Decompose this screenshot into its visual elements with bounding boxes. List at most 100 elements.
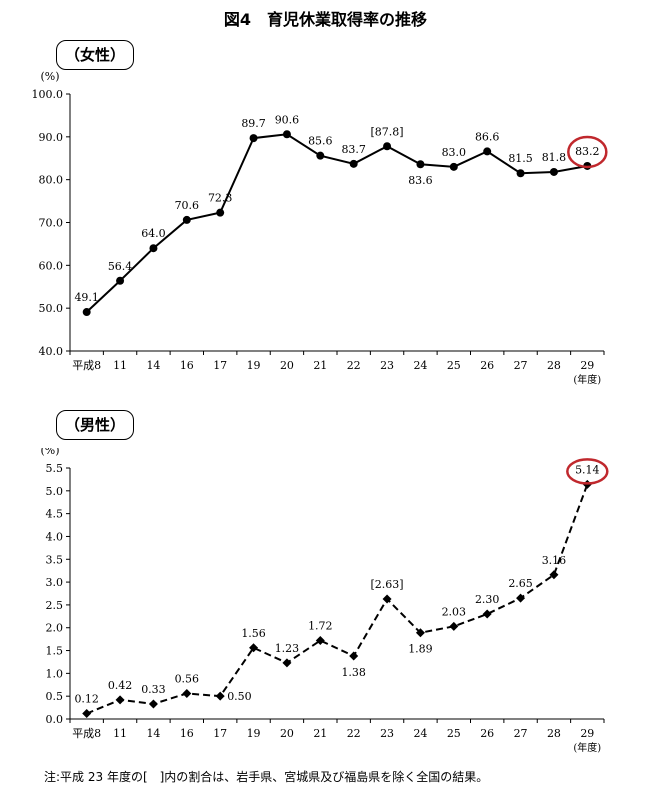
male-series-line	[86, 484, 589, 715]
female-data-point	[483, 147, 492, 156]
male-x-tick-label: 17	[213, 727, 227, 740]
male-data-point	[449, 621, 459, 631]
male-data-point	[482, 609, 492, 619]
male-data-point	[516, 593, 526, 603]
male-y-tick-label: 2.5	[46, 599, 64, 612]
female-data-point	[182, 215, 191, 224]
male-data-label: 2.03	[442, 605, 467, 618]
male-data-label: 1.89	[408, 643, 433, 656]
male-data-label: 1.56	[241, 627, 266, 640]
footnote: 注:平成 23 年度の[ ]内の割合は、岩手県、宮城県及び福島県を除く全国の結果…	[44, 770, 489, 784]
female-data-label: 72.3	[208, 192, 233, 205]
female-data-label: 86.6	[475, 130, 500, 143]
male-data-point	[415, 628, 425, 638]
male-x-tick-label: 27	[514, 727, 528, 740]
female-data-point	[416, 160, 425, 169]
male-data-label: 1.38	[341, 666, 366, 679]
female-data-label: 49.1	[74, 291, 99, 304]
female-data-label: 89.7	[241, 117, 266, 130]
female-data-label: 64.0	[141, 227, 166, 240]
female-unit-label: (%)	[40, 70, 59, 83]
female-x-tick-label: 平成8	[72, 359, 101, 372]
male-y-tick-label: 4.5	[46, 508, 64, 521]
female-y-tick-label: 90.0	[39, 131, 64, 144]
female-x-tick-label: 21	[313, 359, 327, 372]
female-data-label: 70.6	[175, 199, 200, 212]
female-x-tick-label: 17	[213, 359, 227, 372]
female-data-label: 90.6	[275, 113, 300, 126]
male-y-tick-label: 3.0	[46, 576, 64, 589]
male-y-tick-label: 0.0	[46, 713, 64, 726]
male-y-tick-label: 5.5	[46, 462, 64, 475]
female-data-point	[249, 134, 258, 143]
male-data-label: 0.12	[74, 693, 99, 706]
male-data-point	[282, 658, 292, 668]
male-y-tick-label: 3.5	[46, 553, 64, 566]
female-x-tick-label: 29	[580, 359, 594, 372]
male-x-tick-label: 22	[347, 727, 361, 740]
page-title: 図4 育児休業取得率の推移	[223, 10, 428, 29]
male-data-point	[182, 688, 192, 698]
male-data-label: 2.65	[508, 577, 533, 590]
male-x-tick-label: 25	[447, 727, 461, 740]
male-data-label: 0.50	[227, 690, 252, 703]
male-highlight-ring	[566, 458, 609, 485]
female-data-point	[82, 308, 91, 317]
female-series-line	[86, 133, 588, 313]
male-data-label: 0.56	[175, 672, 200, 685]
female-data-point	[349, 159, 358, 168]
male-data-point	[82, 709, 92, 719]
male-x-tick-label: 16	[180, 727, 194, 740]
male-data-point	[382, 594, 392, 604]
female-data-point	[383, 142, 392, 151]
male-x-tick-label: 19	[247, 727, 261, 740]
male-y-tick-label: 5.0	[46, 485, 64, 498]
female-x-tick-label: 28	[547, 359, 561, 372]
male-unit-label: (%)	[40, 448, 59, 457]
female-data-point	[516, 169, 525, 178]
male-data-label: 2.30	[475, 593, 500, 606]
male-x-tick-label: 20	[280, 727, 294, 740]
female-x-tick-label: 14	[146, 359, 160, 372]
female-data-label: 81.5	[508, 152, 533, 165]
male-data-point	[148, 699, 158, 709]
female-data-label: 83.2	[575, 145, 600, 158]
female-data-label: 81.8	[542, 151, 567, 164]
female-data-point	[282, 130, 291, 139]
male-y-tick-label: 2.0	[46, 622, 64, 635]
male-data-label: 0.33	[141, 683, 166, 696]
female-data-point	[549, 167, 558, 176]
female-data-label: 56.4	[108, 260, 133, 273]
male-data-point	[215, 691, 225, 701]
male-panel-label: （男性）	[56, 410, 134, 440]
female-x-tick-label: 27	[514, 359, 528, 372]
male-x-tick-label: 29	[580, 727, 594, 740]
male-data-label: 5.14	[575, 463, 600, 476]
male-y-tick-label: 1.5	[46, 645, 64, 658]
female-data-point	[449, 162, 458, 171]
male-data-point	[315, 636, 325, 646]
female-x-tick-label: 23	[380, 359, 394, 372]
male-data-label: 1.23	[275, 642, 300, 655]
female-x-tick-label: 20	[280, 359, 294, 372]
female-data-label: 83.0	[442, 146, 467, 159]
male-data-label: 1.72	[308, 620, 333, 633]
male-data-label: 3.16	[542, 554, 567, 567]
female-data-label: 83.7	[341, 143, 366, 156]
male-rate-chart: (%) 0.0 0.5 1.0 1.5 2.0 2.5 3.0 3.5 4.0 4.5 5.0 5.5 平…	[40, 448, 609, 754]
female-y-tick-label: 60.0	[39, 259, 64, 272]
female-data-point	[149, 244, 158, 253]
female-x-tick-label: 26	[480, 359, 494, 372]
male-y-tick-label: 1.0	[46, 667, 64, 680]
male-x-tick-label: 11	[113, 727, 127, 740]
male-data-label: 0.42	[108, 679, 133, 692]
male-x-tick-label: 23	[380, 727, 394, 740]
male-data-label: [2.63]	[371, 578, 404, 591]
female-highlight-ring	[567, 135, 608, 169]
female-x-tick-label: 25	[447, 359, 461, 372]
female-x-tick-label: 11	[113, 359, 127, 372]
female-data-label: 85.6	[308, 135, 333, 148]
male-data-point	[549, 570, 559, 580]
male-data-point	[115, 695, 125, 705]
female-x-unit-label: (年度)	[573, 373, 601, 386]
